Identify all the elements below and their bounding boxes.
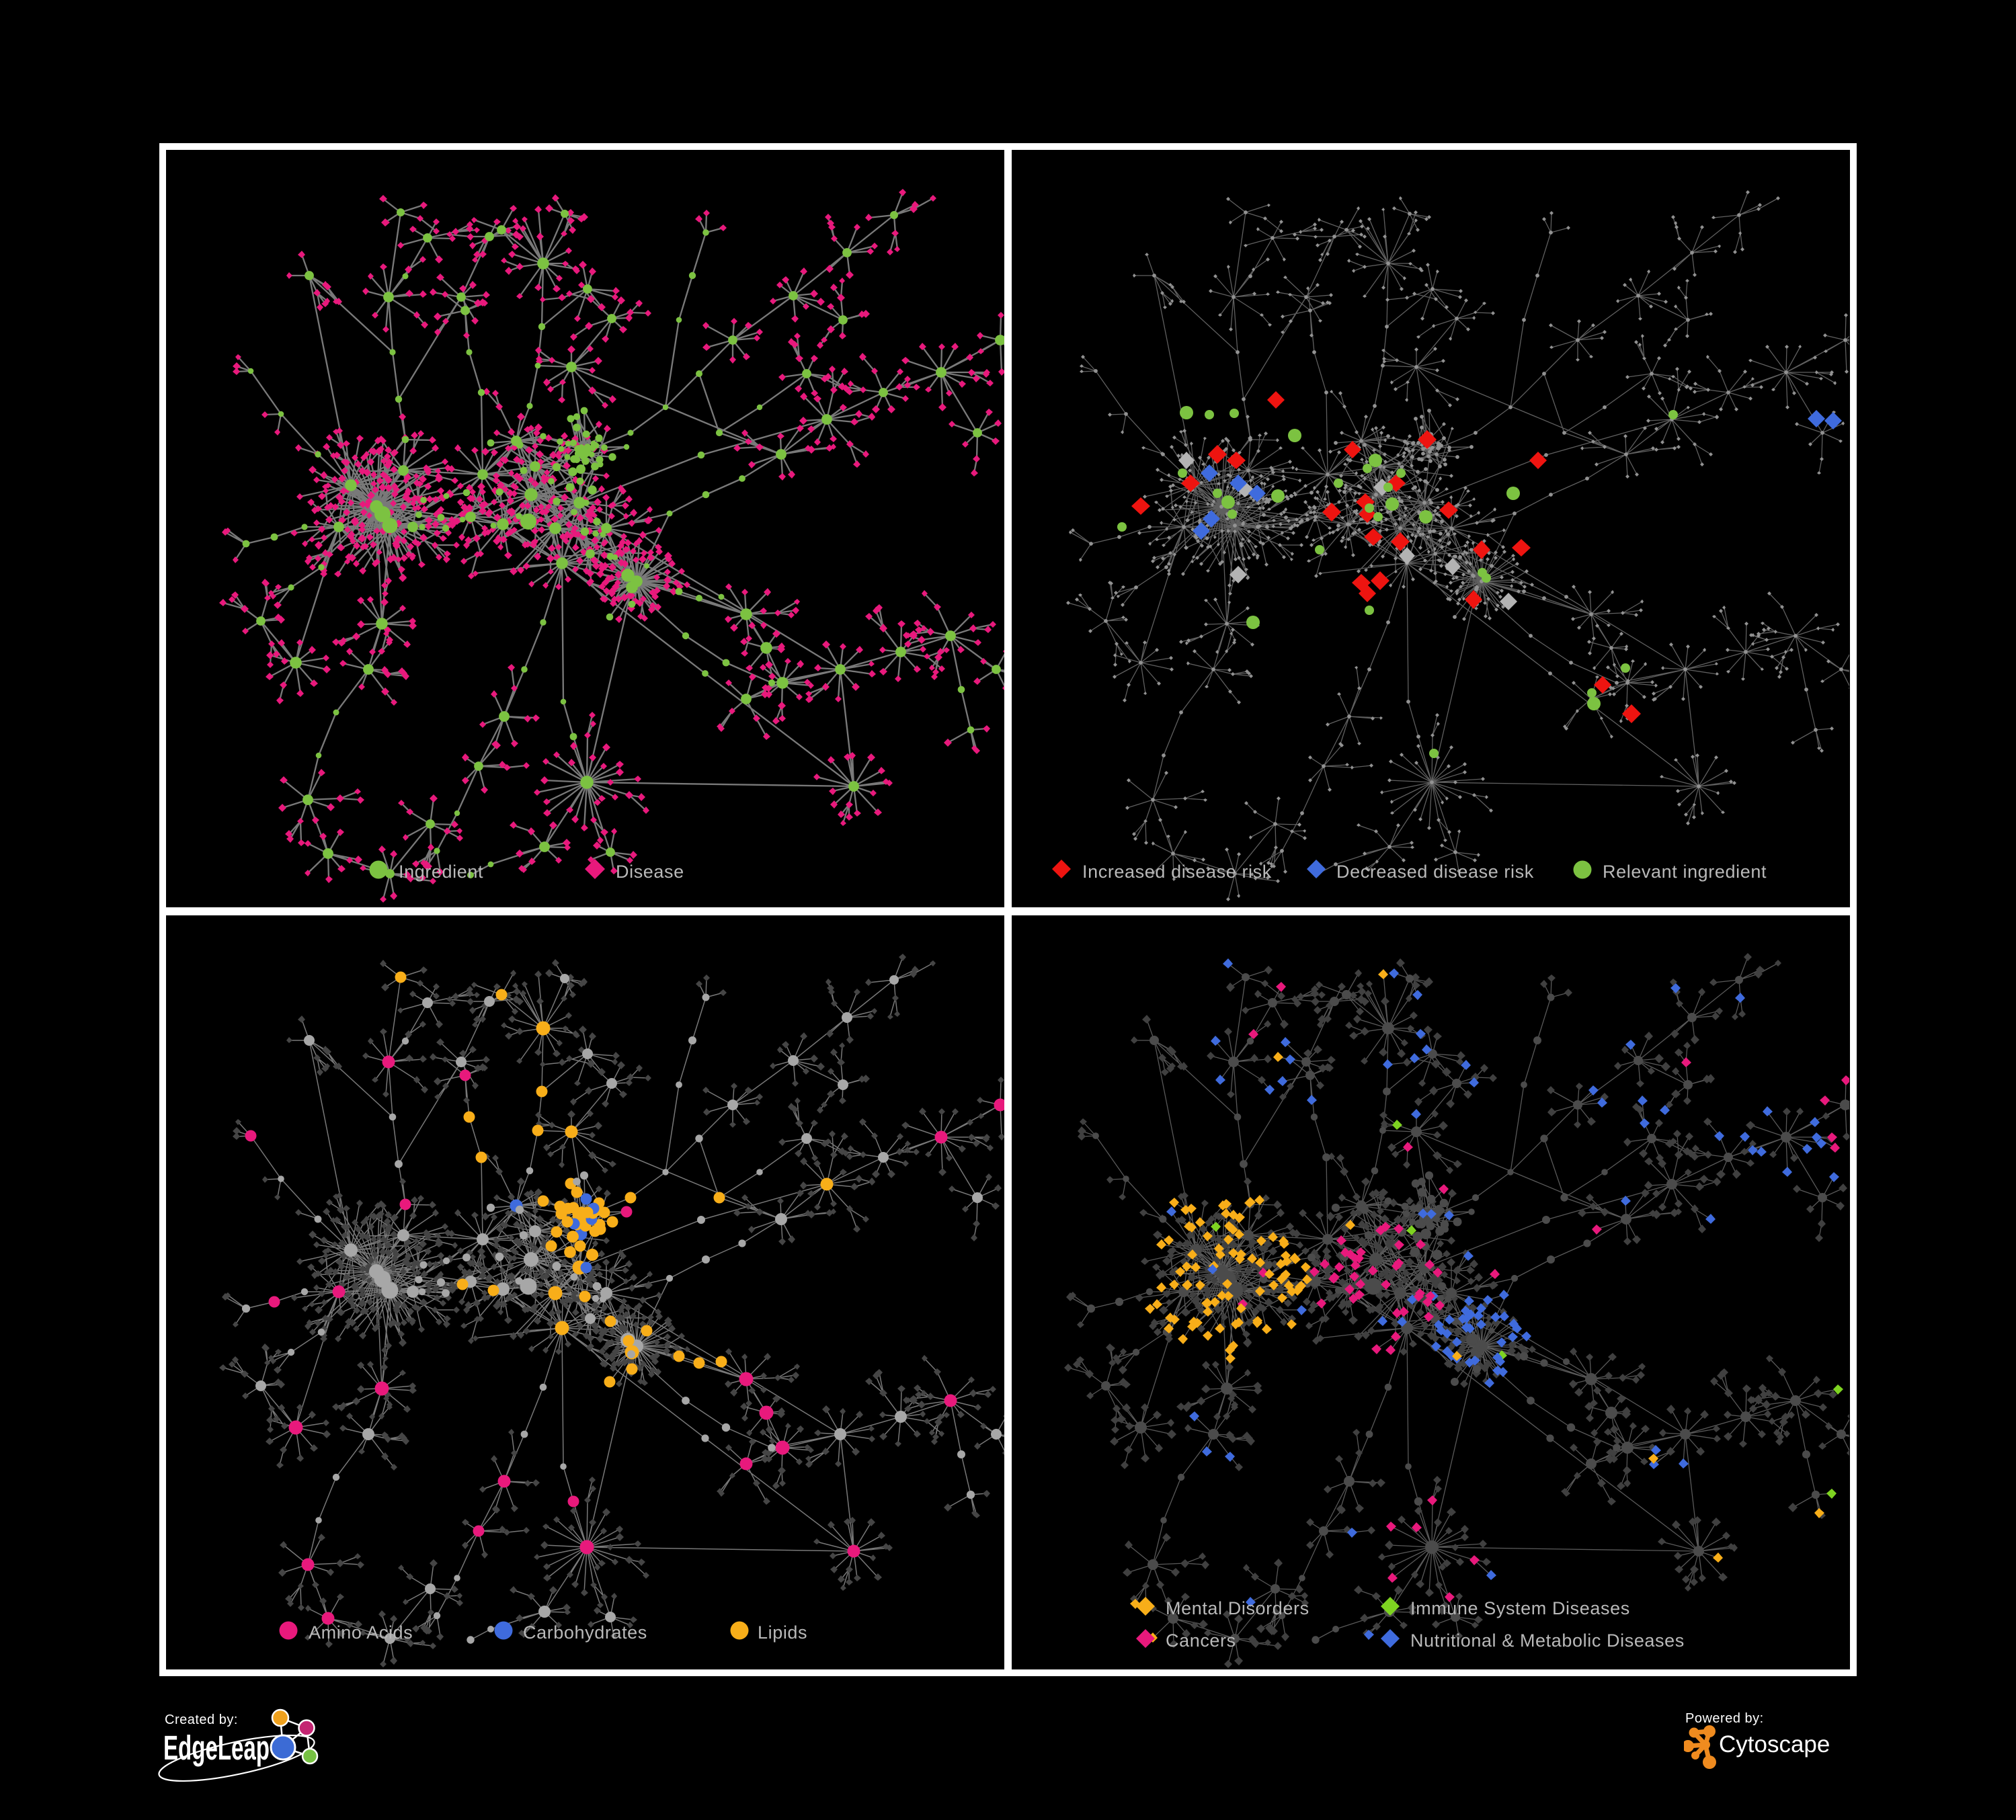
svg-text:Powered by:: Powered by: <box>1685 1711 1764 1726</box>
svg-text:Nutritional & Metabolic Diseas: Nutritional & Metabolic Diseases <box>1410 1630 1685 1651</box>
svg-text:Cytoscape: Cytoscape <box>1719 1731 1830 1757</box>
svg-text:Increased disease risk: Increased disease risk <box>1082 862 1272 882</box>
svg-text:EdgeLeap: EdgeLeap <box>163 1729 270 1767</box>
svg-text:Immune System Diseases: Immune System Diseases <box>1410 1598 1630 1618</box>
svg-text:Carbohydrates: Carbohydrates <box>523 1622 647 1643</box>
svg-text:Cancers: Cancers <box>1166 1630 1236 1651</box>
svg-text:Disease: Disease <box>616 862 684 882</box>
svg-text:Amino Acids: Amino Acids <box>309 1622 413 1643</box>
svg-text:Ingredient: Ingredient <box>399 862 483 882</box>
svg-text:Decreased disease risk: Decreased disease risk <box>1336 862 1534 882</box>
svg-text:Relevant ingredient: Relevant ingredient <box>1603 862 1767 882</box>
svg-text:Lipids: Lipids <box>758 1622 807 1643</box>
svg-text:Created by:: Created by: <box>165 1712 238 1727</box>
svg-text:Mental Disorders: Mental Disorders <box>1166 1598 1309 1618</box>
